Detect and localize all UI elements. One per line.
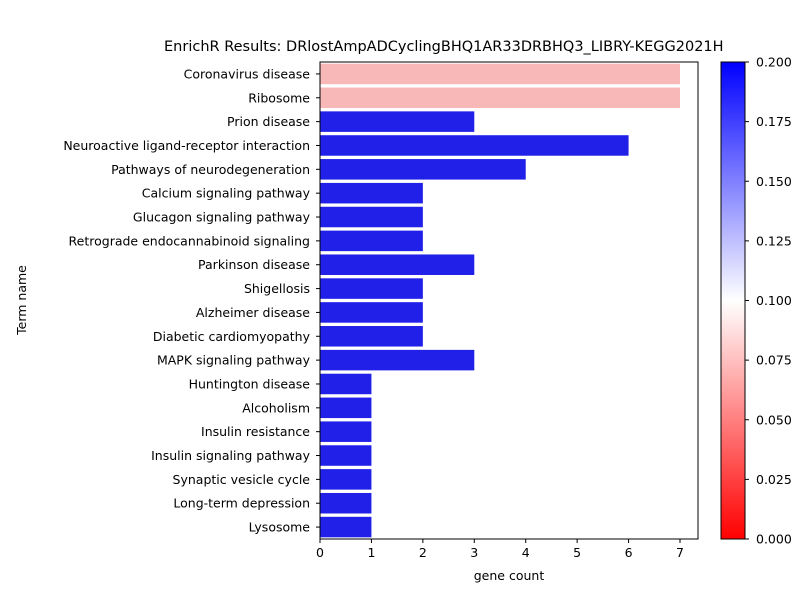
bar — [320, 135, 629, 156]
y-tick-label: Calcium signaling pathway — [142, 186, 311, 201]
y-tick-label: Alcoholism — [242, 400, 310, 415]
bar — [320, 397, 372, 419]
bar — [320, 87, 680, 109]
bar — [320, 516, 372, 538]
y-tick-label: Ribosome — [248, 90, 310, 105]
colorbar-tick-label: 0.025 — [756, 472, 792, 487]
bar — [320, 302, 423, 323]
bar — [320, 373, 372, 395]
y-tick-label: Neuroactive ligand-receptor interaction — [63, 138, 310, 153]
y-tick-label: Parkinson disease — [198, 257, 310, 272]
x-tick-label: 2 — [419, 545, 427, 560]
x-axis-label: gene count — [474, 568, 545, 583]
plot-frame — [319, 61, 699, 540]
x-tick-label: 5 — [573, 545, 581, 560]
y-tick-label: Insulin resistance — [201, 424, 310, 439]
y-tick-label: Lysosome — [249, 520, 311, 535]
colorbar-tick-label: 0.175 — [756, 114, 792, 129]
x-tick-label: 3 — [470, 545, 478, 560]
colorbar-tick-label: 0.150 — [756, 174, 792, 189]
bar — [320, 230, 423, 252]
colorbar — [720, 61, 746, 540]
x-tick-label: 7 — [676, 545, 684, 560]
x-tick-label: 0 — [316, 545, 324, 560]
y-tick-label: Alzheimer disease — [196, 305, 310, 320]
y-tick-label: Pathways of neurodegeneration — [111, 162, 310, 177]
y-tick-label: Glucagon signaling pathway — [133, 210, 311, 225]
bar — [320, 349, 475, 371]
y-tick-label: MAPK signaling pathway — [157, 353, 311, 368]
x-tick-label: 1 — [367, 545, 375, 560]
colorbar-tick-label: 0.100 — [756, 293, 792, 308]
y-tick-label: Coronavirus disease — [184, 66, 311, 81]
x-ticks-group: 0 1 2 3 4 5 6 7 — [316, 539, 684, 560]
colorbar-tick-label: 0.125 — [756, 233, 792, 248]
bars-group — [320, 63, 680, 538]
bar — [320, 254, 475, 275]
x-tick-label: 6 — [625, 545, 633, 560]
bar — [320, 206, 423, 228]
bar — [320, 492, 372, 514]
colorbar-ticks-group: 0.000 0.025 0.050 0.075 0.100 0.125 0.150 0.175… — [745, 55, 792, 547]
bar — [320, 159, 526, 180]
y-tick-label: Synaptic vesicle cycle — [173, 472, 311, 487]
y-ticks-group: Coronavirus disease Ribosome Prion disease… — [63, 66, 320, 535]
colorbar-tick-label: 0.075 — [756, 353, 792, 368]
colorbar-tick-label: 0.200 — [756, 55, 792, 70]
x-tick-label: 4 — [522, 545, 530, 560]
bar — [320, 469, 372, 490]
chart-title: EnrichR Results: DRlostAmpADCyclingBHQ1A… — [164, 39, 724, 55]
bar — [320, 63, 680, 85]
y-tick-label: Long-term depression — [173, 496, 310, 511]
bar — [320, 111, 475, 132]
y-tick-label: Insulin signaling pathway — [151, 448, 310, 463]
y-tick-label: Prion disease — [227, 114, 310, 129]
y-tick-label: Retrograde endocannabinoid signaling — [69, 233, 310, 248]
bar — [320, 445, 372, 466]
y-axis-label: Term name — [14, 265, 29, 336]
bar — [320, 182, 423, 204]
y-tick-label: Huntington disease — [189, 376, 311, 391]
bar — [320, 421, 372, 442]
y-tick-label: Diabetic cardiomyopathy — [153, 329, 311, 344]
bar — [320, 278, 423, 299]
bar — [320, 326, 423, 347]
colorbar-tick-label: 0.000 — [756, 532, 792, 547]
colorbar-tick-label: 0.050 — [756, 412, 792, 427]
y-tick-label: Shigellosis — [244, 281, 310, 296]
